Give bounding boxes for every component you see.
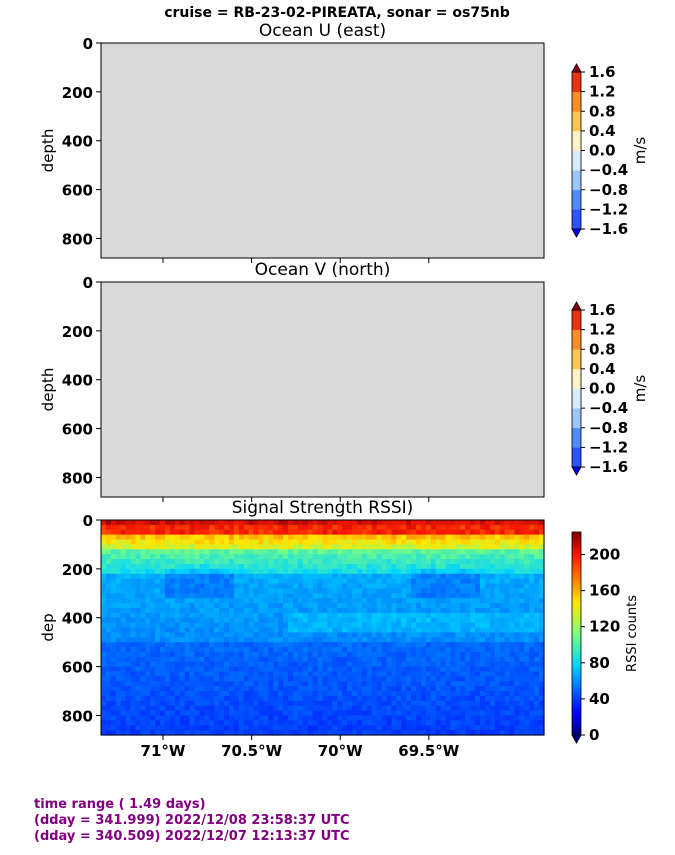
y-tick-label: 0 [83, 35, 93, 53]
colorbar-segment [572, 209, 581, 230]
colorbar-extend-max [571, 63, 582, 73]
colorbar-tick-label: 0.0 [589, 142, 616, 160]
chart-panel-2: Ocean V (north)depth02004006008001.61.20… [39, 260, 649, 502]
y-tick-label: 200 [62, 84, 93, 102]
panel-title: Ocean U (east) [259, 21, 386, 41]
y-axis-label: depth [39, 129, 57, 173]
colorbar-tick-label: −0.4 [589, 161, 628, 179]
colorbar-segment [572, 189, 581, 210]
plot-frame [100, 42, 545, 259]
colorbar-tick-label: −0.8 [589, 181, 628, 199]
colorbar-tick-label: −1.2 [589, 200, 628, 218]
colorbar-tick-label: 0.8 [589, 102, 616, 120]
colorbar-tick-label: 1.2 [589, 83, 616, 101]
y-tick-label: 400 [62, 133, 93, 151]
colorbar-tick-label: 0.4 [589, 122, 616, 140]
nodata-background [101, 43, 544, 258]
colorbar-segment [572, 72, 581, 92]
colorbar-segment [572, 130, 581, 151]
colorbar-segment [572, 91, 581, 112]
colorbar-segment [572, 170, 581, 191]
colorbar-tick-label: −1.6 [589, 220, 628, 238]
colorbar-tick-label: 1.6 [589, 63, 616, 81]
colorbar-label: m/s [631, 137, 649, 165]
y-tick-label: 800 [62, 230, 93, 248]
figure-suptitle: cruise = RB-23-02-PIREATA, sonar = os75n… [164, 5, 510, 21]
colorbar-extend-min [571, 228, 582, 238]
y-tick-label: 600 [62, 182, 93, 200]
colorbar: 1.6 1.20.8 0.4 0.0−0.4 −0.8−1.2 −1.6 m/s [571, 63, 649, 238]
chart-panel-1: Ocean U (east)depth02004006008001.61.20.… [39, 21, 649, 263]
colorbar-segment [572, 111, 581, 132]
colorbar-segment [572, 150, 581, 171]
